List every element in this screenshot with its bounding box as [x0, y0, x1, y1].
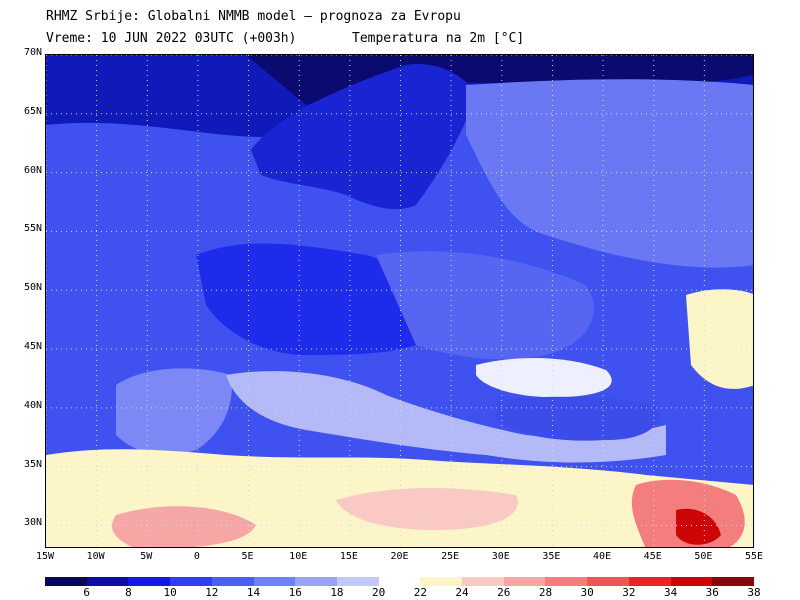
longitude-label: 10W — [86, 551, 105, 562]
colorbar-label: 12 — [205, 586, 219, 599]
longitude-label: 40E — [593, 551, 612, 562]
central-europe — [196, 243, 419, 355]
colorbar-label: 28 — [538, 586, 553, 599]
caspian-region — [686, 289, 753, 389]
latitude-label: 60N — [23, 164, 42, 176]
colorbar-segment — [712, 577, 755, 586]
sahara-hot-west — [112, 506, 256, 547]
latitude-label: 70N — [23, 47, 42, 58]
colorbar-segment — [336, 577, 380, 586]
map-canvas — [46, 55, 753, 547]
field-name: Temperatura na 2m [°C] — [352, 31, 525, 46]
longitude-label: 5E — [241, 551, 254, 562]
colorbar-label: 34 — [663, 586, 678, 599]
colorbar-segment — [128, 577, 171, 586]
colorbar-segment — [545, 577, 588, 586]
colorbar-label: 20 — [372, 586, 386, 599]
colorbar-label: 22 — [413, 586, 427, 599]
longitude-label: 45E — [643, 551, 662, 562]
black-sea — [476, 358, 612, 398]
colorbar-label: 6 — [83, 586, 91, 599]
longitude-label: 10E — [289, 551, 308, 562]
scandinavia — [251, 64, 476, 210]
longitude-label: 25E — [441, 551, 460, 562]
arctic-zone — [246, 55, 753, 105]
colorbar-segment — [420, 577, 463, 586]
latitude-label: 45N — [23, 341, 42, 353]
longitude-label: 55E — [744, 551, 764, 562]
russia-mild-zone — [466, 79, 753, 268]
colorbar-label: 16 — [288, 586, 302, 599]
latitude-label: 40N — [23, 399, 42, 411]
arabia-max-zone — [676, 508, 721, 545]
colorbar-label: 36 — [705, 586, 719, 599]
libya-hot-zone — [336, 488, 518, 530]
colorbar-label: 18 — [330, 586, 344, 599]
colorbar-label: 32 — [622, 586, 636, 599]
longitude-label: 5W — [140, 551, 153, 562]
longitude-label: 30E — [491, 551, 510, 562]
colorbar-label: 14 — [246, 586, 261, 599]
longitude-label: 50E — [694, 551, 713, 562]
latitude-label: 55N — [23, 223, 42, 235]
latitude-label: 50N — [23, 282, 42, 294]
forecast-time: Vreme: 10 JUN 2022 03UTC (+003h) — [46, 31, 297, 46]
colorbar-segment — [462, 577, 505, 586]
colorbar-segment — [670, 577, 713, 586]
colorbar-segment — [587, 577, 630, 586]
colorbar-segment — [295, 577, 338, 586]
eastern-europe — [376, 251, 594, 360]
colorbar-segment — [170, 577, 213, 586]
map-title: RHMZ Srbije: Globalni NMMB model — progn… — [46, 9, 461, 24]
colorbar-segment — [253, 577, 296, 586]
iberia — [116, 368, 232, 455]
longitude-label: 35E — [542, 551, 561, 562]
latitude-label: 35N — [23, 458, 42, 470]
mediterranean-sea — [226, 371, 666, 463]
colorbar-label: 8 — [125, 586, 132, 599]
colorbar-label: 30 — [580, 586, 594, 599]
latitude-label: 65N — [23, 105, 42, 117]
colorbar-segment — [628, 577, 672, 586]
colorbar-label: 38 — [747, 586, 761, 599]
colorbar-segment — [45, 577, 88, 586]
colorbar-segment — [86, 577, 129, 586]
temperature-map[interactable] — [45, 54, 754, 548]
longitude-label: 20E — [390, 551, 409, 562]
colorbar-segment — [211, 577, 255, 586]
colorbar-segment — [503, 577, 546, 586]
longitude-label: 15W — [35, 551, 55, 562]
longitude-label: 15E — [339, 551, 358, 562]
longitude-label: 0 — [193, 551, 200, 562]
latitude-label: 30N — [23, 517, 42, 529]
colorbar-label: 24 — [455, 586, 469, 599]
colorbar-label: 26 — [497, 586, 511, 599]
colorbar-segment — [378, 577, 421, 586]
graticule — [46, 55, 753, 547]
colorbar-label: 10 — [163, 586, 177, 599]
temperature-colorbar — [45, 577, 755, 586]
